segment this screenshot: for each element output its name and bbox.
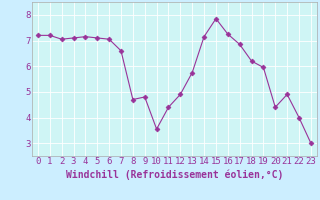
X-axis label: Windchill (Refroidissement éolien,°C): Windchill (Refroidissement éolien,°C)	[66, 169, 283, 180]
